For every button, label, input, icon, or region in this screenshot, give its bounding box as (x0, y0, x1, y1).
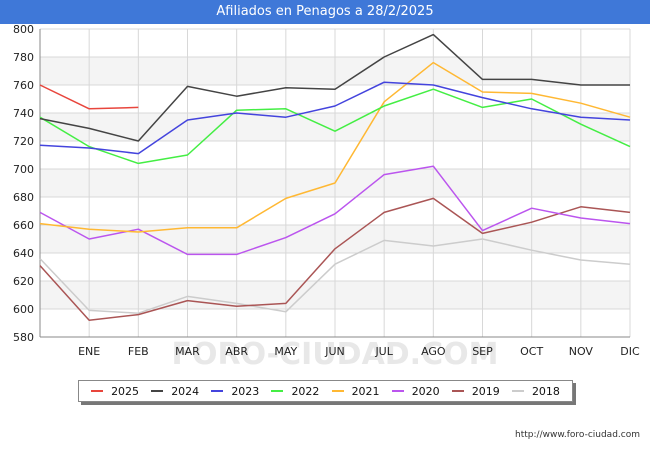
x-tick-label: DIC (620, 345, 640, 358)
x-tick-label: JUN (324, 345, 345, 358)
legend-label: 2022 (291, 384, 320, 398)
legend-swatch (91, 390, 104, 392)
series-line-2019 (39, 197, 631, 321)
legend-label: 2020 (411, 384, 440, 398)
legend-label: 2023 (231, 384, 260, 398)
series-line-2023 (39, 81, 631, 155)
legend-swatch (391, 390, 404, 392)
legend-label: 2021 (351, 384, 380, 398)
legend-item-2020: 2020 (391, 384, 440, 398)
legend-swatch (451, 390, 464, 392)
legend-item-2022: 2022 (271, 385, 319, 398)
y-tick-label: 660 (13, 219, 34, 232)
legend-swatch (271, 390, 284, 392)
y-tick-label: 580 (13, 331, 34, 344)
legend-item-2018: 2018 (511, 384, 560, 398)
legend-label: 2018 (531, 384, 560, 398)
legend-swatch (331, 390, 344, 392)
source-url: http://www.foro-ciudad.com (515, 430, 640, 440)
y-tick-label: 680 (13, 191, 34, 204)
y-tick-label: 780 (13, 51, 34, 64)
legend-item-2019: 2019 (451, 384, 500, 398)
legend-label: 2025 (111, 384, 140, 398)
legend-item-2023: 2023 (211, 385, 259, 398)
legend-item-2024: 2024 (151, 385, 199, 398)
series-line-2018 (39, 238, 631, 314)
y-tick-label: 700 (13, 163, 34, 176)
x-tick-label: NOV (569, 345, 594, 358)
legend-label: 2024 (171, 384, 200, 398)
series-line-2021 (39, 61, 631, 233)
series-line-2024 (39, 33, 630, 142)
chart-title: Afiliados en Penagos a 28/2/2025 (0, 0, 650, 24)
y-tick-label: 740 (13, 107, 34, 120)
legend-swatch (151, 390, 164, 392)
y-tick-label: 760 (13, 79, 34, 92)
series-line-2022 (39, 88, 631, 165)
legend-item-2021: 2021 (331, 384, 380, 398)
y-tick-label: 720 (13, 135, 34, 148)
x-tick-label: ABR (225, 345, 248, 358)
series-line-2020 (39, 165, 631, 256)
watermark-text: FORO-CIUDAD.COM (172, 337, 499, 372)
x-tick-label: MAY (274, 345, 297, 358)
legend-label: 2019 (471, 384, 500, 398)
legend-swatch (511, 390, 524, 392)
y-tick-label: 600 (13, 303, 34, 316)
x-tick-label: FEB (128, 345, 149, 358)
chart-legend: 2025 2024 2023 2022 2021 2020 2019 2018 (78, 380, 573, 402)
x-tick-label: SEP (472, 345, 493, 358)
legend-swatch (211, 390, 224, 392)
x-tick-label: ENE (78, 345, 100, 358)
y-tick-label: 640 (13, 247, 34, 260)
x-tick-label: OCT (520, 345, 543, 358)
y-tick-label: 800 (13, 23, 34, 36)
x-tick-label: MAR (175, 345, 200, 358)
legend-item-2025: 2025 (91, 385, 139, 398)
x-tick-label: AGO (421, 345, 446, 358)
x-tick-label: JUL (374, 345, 393, 358)
series-line-2025 (39, 84, 139, 110)
y-tick-label: 620 (13, 275, 34, 288)
